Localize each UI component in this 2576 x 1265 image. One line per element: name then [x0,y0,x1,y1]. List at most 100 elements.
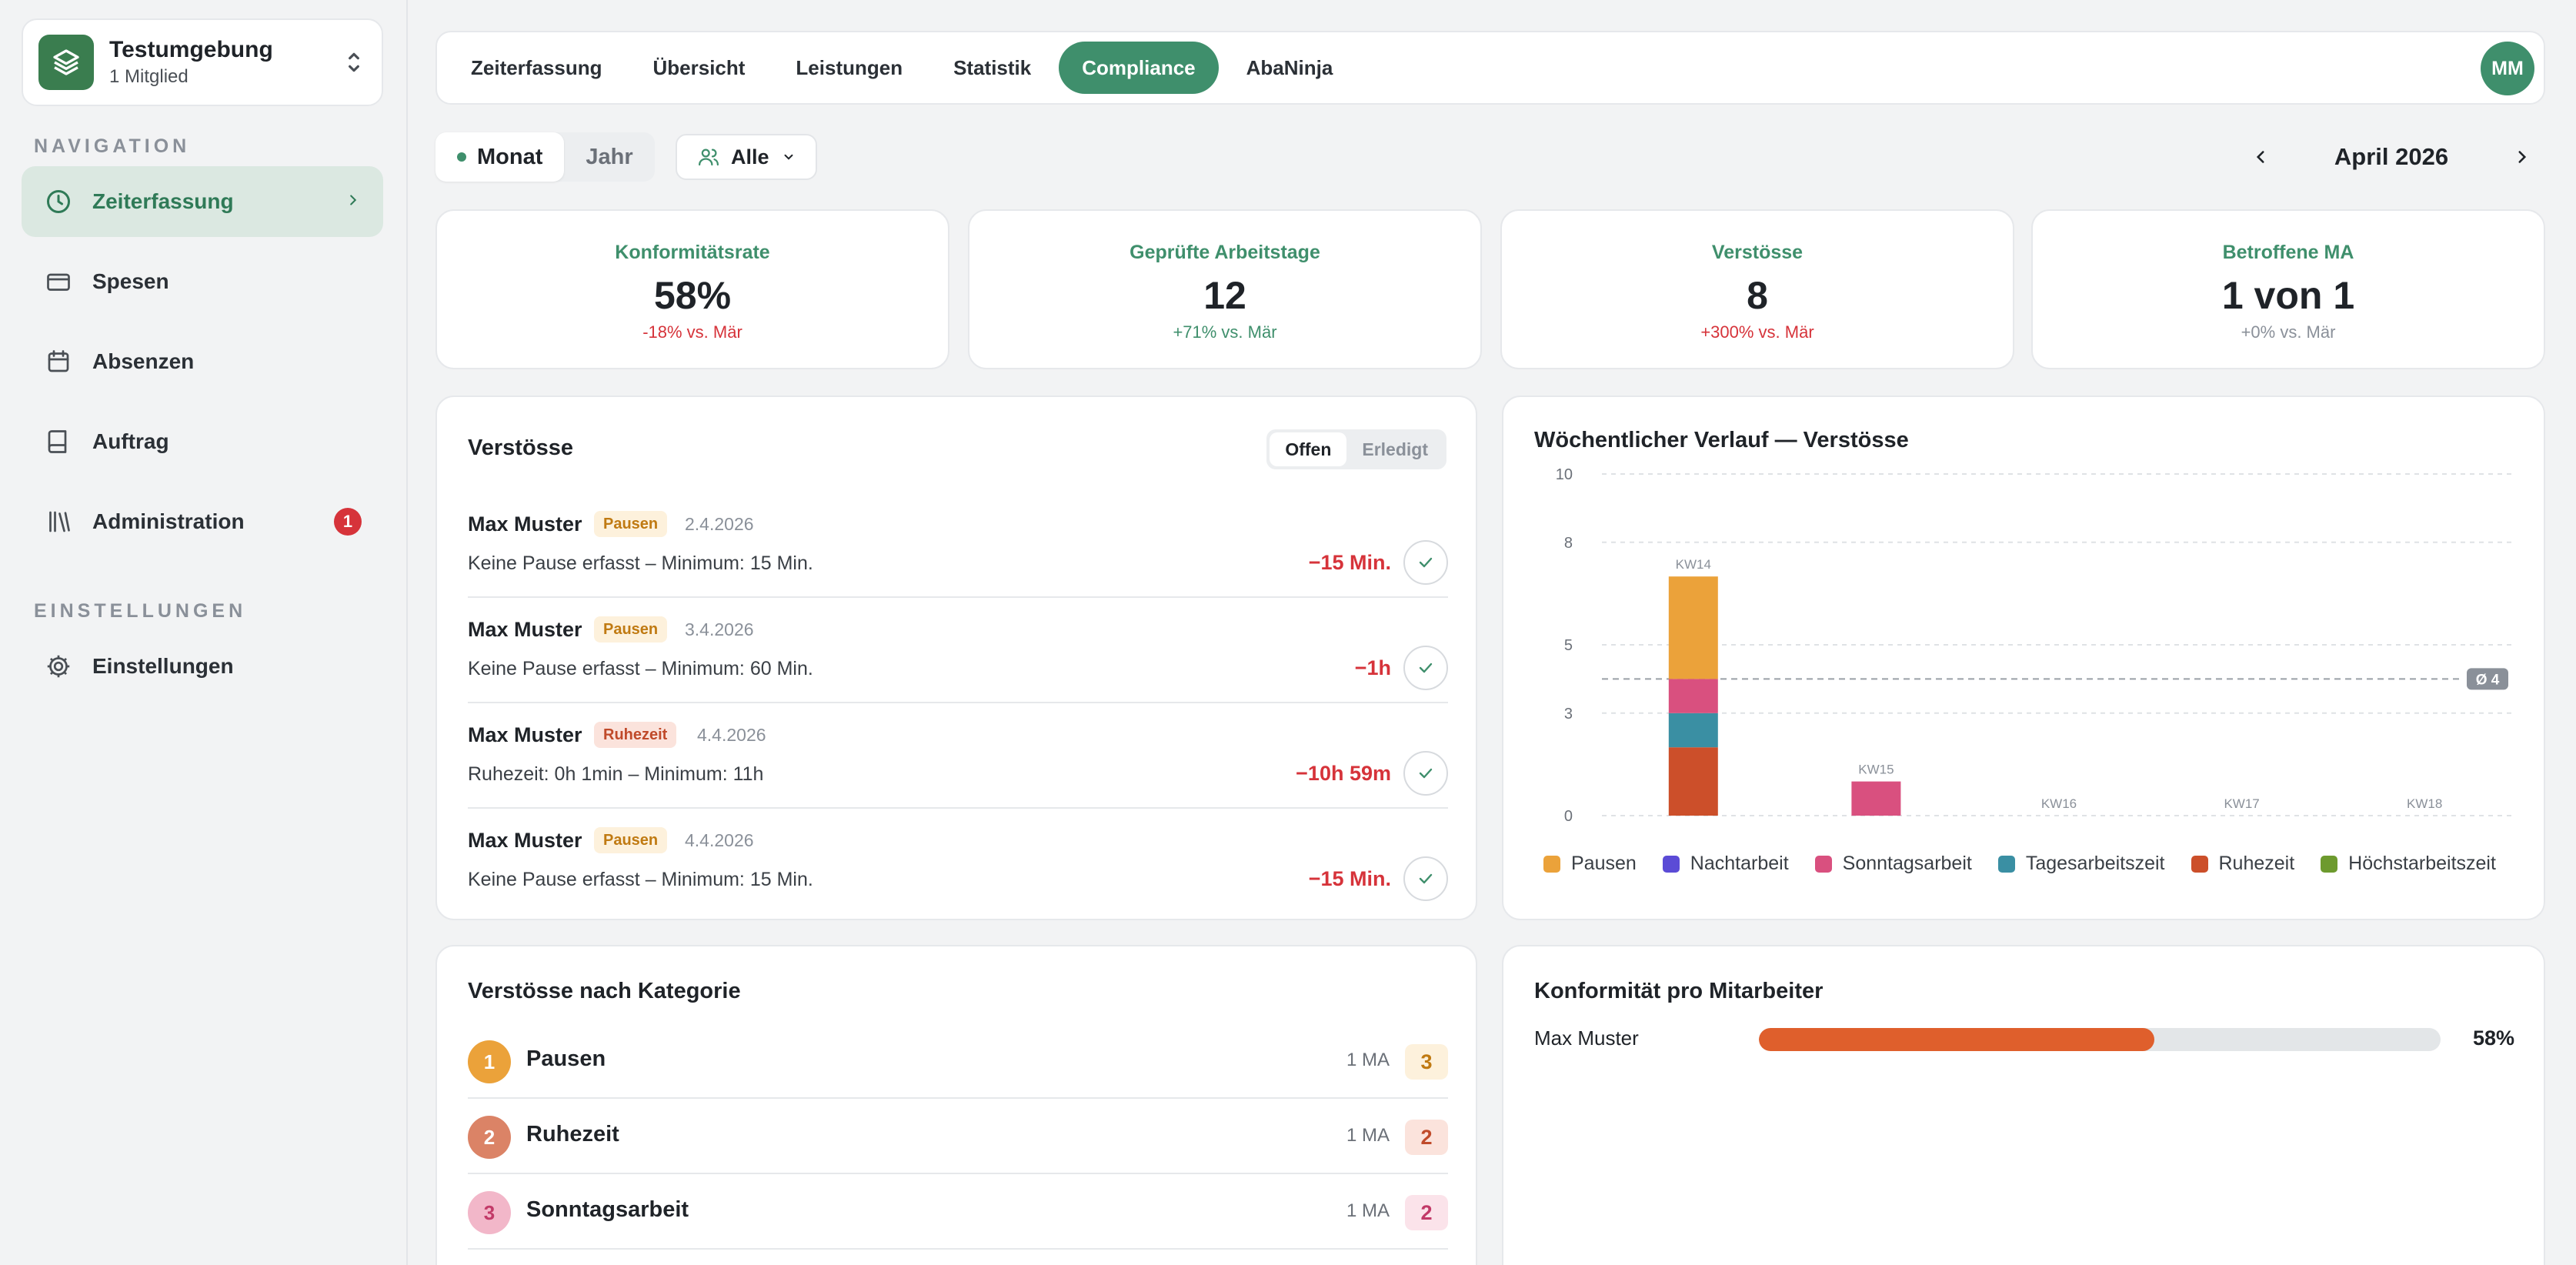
violations-title: Verstösse [468,436,574,460]
tab-uebersicht[interactable]: Übersicht [652,55,746,79]
check-icon [1419,557,1433,568]
chevron-updown-icon [342,47,366,78]
layers-icon [38,35,94,90]
resolve-check-button[interactable] [1403,540,1448,585]
sidebar-item-label: Absenzen [92,349,195,373]
chevron-right-icon[interactable] [2499,134,2545,180]
y-tick-label: 10 [1556,466,1573,483]
sidebar-item-auftrag[interactable]: Auftrag [22,406,383,477]
resolve-check-button[interactable] [1403,856,1448,901]
chevron-right-icon [345,189,362,214]
sidebar-item-label: Einstellungen [92,654,234,678]
category-title: Verstösse nach Kategorie [468,979,741,1003]
category-tag: Pausen [594,827,668,853]
category-violation-count: 2 [1405,1195,1448,1230]
users-icon [697,145,720,169]
tab-compliance[interactable]: Compliance [1059,42,1219,94]
sidebar-item-label: Administration [92,509,245,533]
legend-label: Ruhezeit [2218,853,2295,874]
legend-swatch [1662,855,1680,873]
bar-segment-sonntagsarbeit [1851,781,1901,816]
legend-swatch [2191,855,2208,873]
period-month-button[interactable]: Monat [435,132,565,182]
kpi-card-gepruefte-arbeitstage: Geprüfte Arbeitstage 12 +71% vs. Mär [968,209,1482,369]
conformity-panel: Konformität pro Mitarbeiter Max Muster 5… [1502,945,2545,1265]
violation-date: 4.4.2026 [697,725,766,745]
conformity-percent: 58% [2472,1026,2514,1050]
category-name: Pausen [526,1046,606,1071]
user-avatar[interactable]: MM [2481,42,2534,95]
employee-filter-dropdown[interactable]: Alle [676,134,817,180]
top-tab-bar: Zeiterfassung Übersicht Leistungen Stati… [435,31,2545,105]
calendar-icon [43,346,74,377]
sidebar-item-einstellungen[interactable]: Einstellungen [22,631,383,702]
employee-name: Max Muster [468,512,582,536]
conformity-title: Konformität pro Mitarbeiter [1534,979,1824,1003]
kpi-delta: +0% vs. Mär [2241,322,2336,342]
kpi-card-verstoesse: Verstösse 8 +300% vs. Mär [1500,209,2014,369]
violation-row: Max Muster Pausen 2.4.2026 Keine Pause e… [468,492,1448,598]
resolve-check-button[interactable] [1403,646,1448,690]
category-name: Sonntagsarbeit [526,1197,689,1222]
legend-item: Nachtarbeit [1662,853,1789,875]
kpi-label: Betroffene MA [2222,242,2354,263]
violation-row: Max Muster Ruhezeit 4.4.2026 Ruhezeit: 0… [468,703,1448,809]
workspace-switcher[interactable]: Testumgebung 1 Mitglied [22,18,383,106]
category-tag: Pausen [594,616,668,643]
bar-segment-ruhezeit [1668,747,1718,816]
check-icon [1419,873,1433,884]
tab-zeiterfassung[interactable]: Zeiterfassung [471,55,602,79]
sidebar-item-spesen[interactable]: Spesen [22,246,383,317]
week-label: KW17 [2224,796,2259,811]
sidebar-item-administration[interactable]: Administration 1 [22,486,383,557]
legend-label: Tagesarbeitszeit [2025,853,2165,874]
sidebar-item-zeiterfassung[interactable]: Zeiterfassung [22,166,383,237]
conformity-bar-fill [1759,1028,2154,1051]
violation-description: Keine Pause erfasst – Minimum: 15 Min. [468,552,813,574]
sidebar-item-label: Spesen [92,269,169,293]
status-done-button[interactable]: Erledigt [1362,439,1428,459]
card-icon [43,266,74,297]
tab-abaninja[interactable]: AbaNinja [1246,55,1333,79]
chevron-left-icon[interactable] [2237,134,2284,180]
check-icon [1419,663,1433,673]
violations-panel: Verstösse Offen Erledigt Max Muster Paus… [435,396,1477,920]
category-row[interactable]: 2 Ruhezeit 1 MA 2 [468,1099,1448,1174]
sidebar-item-absenzen[interactable]: Absenzen [22,326,383,397]
sidebar-item-label: Zeiterfassung [92,189,234,213]
legend-item: Tagesarbeitszeit [1997,853,2165,875]
bar-segment-sonntagsarbeit [1668,679,1718,713]
kpi-label: Geprüfte Arbeitstage [1130,242,1320,263]
chevron-down-icon [782,150,796,164]
category-rank: 2 [468,1116,511,1159]
gear-icon [43,651,74,682]
category-row[interactable]: 3 Sonntagsarbeit 1 MA 2 [468,1174,1448,1250]
category-employee-count: 1 MA [1346,1050,1390,1070]
kpi-card-konformitaetsrate: Konformitätsrate 58% -18% vs. Mär [435,209,949,369]
weekly-chart-panel: Wöchentlicher Verlauf — Verstösse 0 3 5 8 10… [1502,396,2545,920]
resolve-check-button[interactable] [1403,751,1448,796]
average-badge [2467,668,2508,690]
average-label: Ø 4 [2476,672,2500,688]
category-tag: Pausen [594,511,668,537]
library-icon [43,506,74,537]
category-name: Ruhezeit [526,1122,619,1147]
legend-swatch [1543,855,1560,873]
sidebar: Testumgebung 1 Mitglied NAVIGATION Zeite… [0,0,408,1265]
week-label: KW15 [1858,763,1894,777]
kpi-value: 1 von 1 [2221,274,2355,317]
period-year-button[interactable]: Jahr [586,144,633,169]
category-panel: Verstösse nach Kategorie 1 Pausen 1 MA 3 2 Ru… [435,945,1477,1265]
violation-amount: −15 Min. [1308,867,1391,890]
category-tag: Ruhezeit [594,722,677,748]
legend-label: Höchstarbeitszeit [2348,853,2496,874]
category-row[interactable]: 1 Pausen 1 MA 3 [468,1023,1448,1099]
employee-name: Max Muster [468,723,582,746]
violation-amount: −15 Min. [1308,551,1391,574]
employee-name: Max Muster [1534,1026,1639,1050]
tab-statistik[interactable]: Statistik [953,55,1032,79]
status-open-button[interactable]: Offen [1270,432,1347,466]
tab-leistungen[interactable]: Leistungen [796,55,903,79]
clock-icon [43,186,74,217]
